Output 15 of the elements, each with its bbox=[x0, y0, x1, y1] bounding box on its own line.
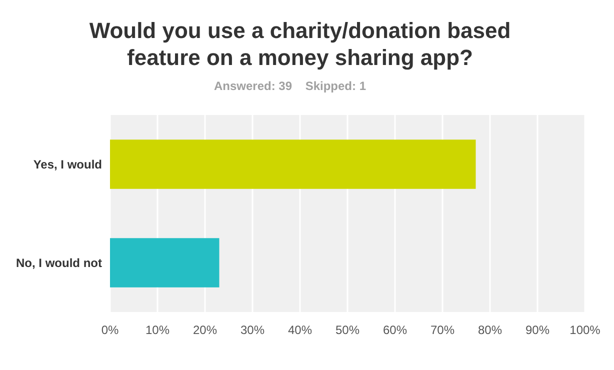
x-tick-label: 60% bbox=[382, 323, 408, 337]
x-tick-label: 0% bbox=[101, 323, 119, 337]
chart-subtitle: Answered: 39 Skipped: 1 bbox=[214, 79, 366, 93]
x-tick-label: 40% bbox=[288, 323, 312, 337]
x-tick-label: 70% bbox=[430, 323, 455, 337]
chart-title: Would you use a charity/donation based feature on a money sharing app? bbox=[89, 18, 511, 70]
x-tick-label: 20% bbox=[192, 323, 218, 337]
x-tick-label: 80% bbox=[478, 323, 502, 337]
y-tick-label: Yes, I would bbox=[33, 157, 102, 172]
x-tick-label: 90% bbox=[525, 323, 550, 337]
x-tick-label: 100% bbox=[570, 323, 601, 337]
x-tick-label: 10% bbox=[145, 323, 170, 337]
x-tick-label: 50% bbox=[335, 323, 360, 337]
x-tick-label: 30% bbox=[240, 323, 265, 337]
y-tick-label: No, I would not bbox=[16, 256, 102, 270]
